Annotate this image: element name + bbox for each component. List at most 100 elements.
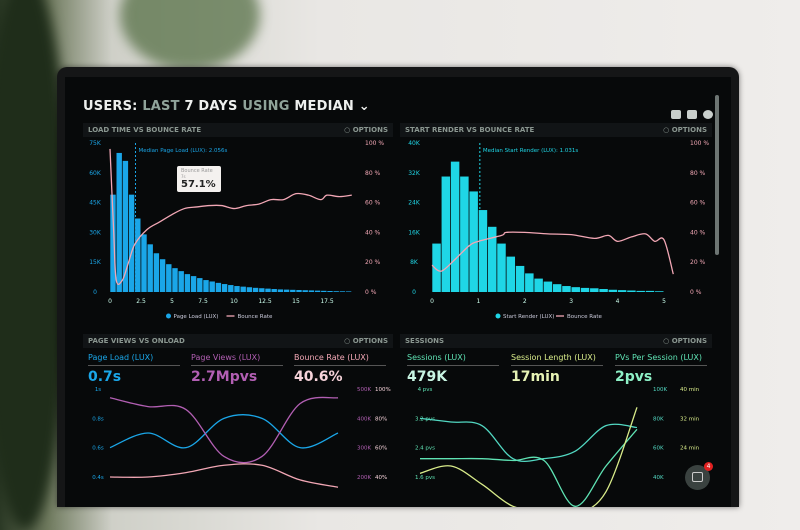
monitor-icon[interactable] [671, 110, 681, 119]
histogram-bar [469, 191, 478, 292]
histogram-bar [234, 286, 240, 292]
histogram-bar [345, 291, 352, 292]
histogram-bar [166, 264, 172, 292]
panel-title: LOAD TIME VS BOUNCE RATE [88, 126, 202, 134]
kpi-value: 479K [407, 369, 448, 385]
kpi-value: 2.7Mpvs [191, 369, 258, 385]
options-label: OPTIONS [352, 337, 388, 345]
kpi-label: Session Length (LUX) [511, 353, 603, 366]
options-button[interactable]: ○ OPTIONS [663, 126, 707, 134]
histogram-bar [302, 290, 308, 292]
x-tick-label: 12.5 [258, 298, 272, 305]
scrollbar[interactable] [715, 95, 719, 255]
series-line-purple [109, 396, 339, 464]
options-button[interactable]: ○ OPTIONS [344, 126, 388, 134]
kpi-value: 2pvs [615, 369, 653, 385]
left-tick-label: 24K [408, 200, 421, 207]
right-tick-label: 40 min [680, 387, 700, 393]
x-tick-label: 7.5 [198, 298, 208, 305]
panel-title: PAGE VIEWS VS ONLOAD [88, 337, 185, 345]
options-button[interactable]: ○ OPTIONS [663, 337, 707, 345]
histogram-bar [135, 218, 141, 292]
histogram-bar [308, 290, 315, 292]
x-tick-label: 4 [616, 298, 620, 305]
kpi-label: Page Load (LUX) [88, 353, 180, 366]
right-tick-label: 20 % [690, 259, 706, 266]
options-label: OPTIONS [671, 337, 707, 345]
legend-dot [166, 313, 171, 319]
histogram-bar [277, 289, 284, 292]
x-tick-label: 2 [523, 298, 527, 305]
legend-dot [495, 313, 501, 319]
kpi-page-load: Page Load (LUX) 0.7s [88, 353, 180, 385]
right-tick-label: 0 % [365, 289, 377, 296]
histogram-bar [259, 288, 265, 292]
histogram-bar [178, 271, 184, 292]
histogram-bar [240, 286, 246, 292]
help-icon[interactable] [703, 110, 713, 119]
right-tick-label: 80K [653, 416, 664, 422]
x-tick-label: 2.5 [136, 298, 146, 305]
histogram-bar [221, 284, 228, 292]
panel-title: START RENDER VS BOUNCE RATE [405, 126, 535, 134]
x-tick-label: 1 [476, 298, 480, 305]
histogram-bar [141, 234, 147, 292]
histogram-bar [252, 287, 259, 292]
tooltip-sub: 7s [181, 174, 186, 179]
chat-button[interactable]: 4 [685, 462, 713, 490]
right-tick-label: 100 % [365, 140, 384, 147]
right-tick-label: 100 % [690, 140, 709, 147]
histogram-bar [515, 265, 525, 292]
options-button[interactable]: ○ OPTIONS [344, 337, 388, 345]
histogram-bar [265, 288, 271, 292]
right-tick-label: 200K [357, 475, 371, 481]
histogram-bar [552, 284, 562, 292]
kpi-label: Bounce Rate (LUX) [294, 353, 386, 366]
bounce-rate-line [431, 231, 674, 275]
histogram-bar [314, 290, 321, 292]
right-tick-label: 60% [375, 446, 387, 452]
histogram-bar [246, 287, 253, 292]
histogram-bar [172, 268, 178, 292]
kpi-label: PVs Per Session (LUX) [615, 353, 707, 366]
right-tick-label: 0 % [690, 289, 702, 296]
left-tick-label: 1s [95, 387, 101, 393]
background-leaves [120, 0, 260, 70]
histogram-bar [497, 243, 506, 292]
histogram-bar [478, 210, 488, 292]
histogram-bar [190, 276, 197, 292]
histogram-bar [599, 289, 608, 292]
right-tick-label: 60 % [690, 200, 706, 207]
kpi-session-length: Session Length (LUX) 17min [511, 353, 603, 385]
share-icon[interactable] [687, 110, 697, 119]
right-tick-label: 40K [653, 475, 664, 481]
load-time-chart: 0 15K 30K 45K 60K 75K 0 % 20 % 40 % 60 % 80 % 100 %… [89, 140, 384, 320]
x-tick-label: 17.5 [320, 298, 334, 305]
histogram-bar [184, 274, 191, 292]
histogram-bar [432, 243, 441, 292]
histogram-bar [283, 289, 290, 292]
chevron-down-icon[interactable]: ⌄ [358, 99, 370, 114]
left-tick-label: 0.6s [92, 446, 104, 452]
kpi-value: 17min [511, 369, 560, 385]
tooltip-title: Bounce Rate [181, 168, 213, 174]
series-line-pink [109, 463, 339, 488]
page-views-chart: 0.4s 0.6s 0.8s 1s 200K 300K 400K 500K 40% 60% 80% 1… [92, 387, 391, 488]
left-tick-label: 30K [89, 229, 102, 236]
kpi-bounce-rate: Bounce Rate (LUX) 40.6% [294, 353, 386, 385]
histogram-bar [506, 256, 516, 292]
histogram-bar [128, 194, 135, 292]
histogram-bar [590, 288, 599, 292]
left-tick-label: 75K [89, 140, 102, 147]
kpi-sessions: Sessions (LUX) 479K [407, 353, 499, 385]
series-line-green [420, 428, 638, 507]
histogram-bar [655, 291, 664, 292]
histogram-bar [450, 161, 460, 292]
histogram-bar [534, 278, 543, 292]
x-tick-label: 3 [569, 298, 573, 305]
page-title[interactable]: USERS: LAST 7 DAYS USING MEDIAN ⌄ [83, 99, 370, 114]
histogram-bar [147, 244, 153, 292]
kpi-pvs-per-session: PVs Per Session (LUX) 2pvs [615, 353, 707, 385]
right-tick-label: 40 % [690, 229, 706, 236]
